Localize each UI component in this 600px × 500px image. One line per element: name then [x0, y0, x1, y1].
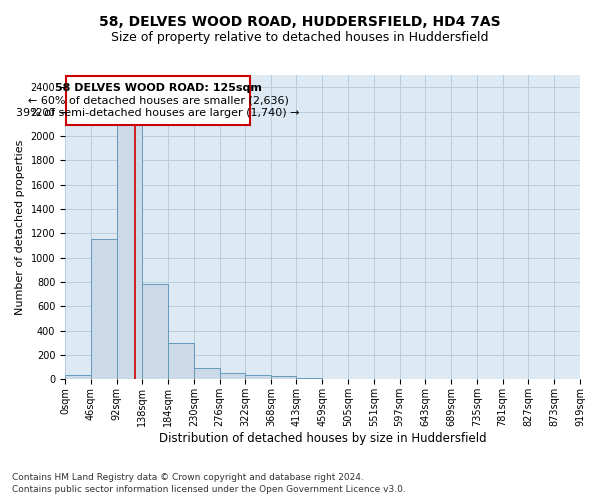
Bar — [271, 376, 296, 380]
Bar — [91, 240, 116, 380]
Y-axis label: Number of detached properties: Number of detached properties — [15, 140, 25, 315]
Bar — [296, 378, 322, 380]
Text: ← 60% of detached houses are smaller (2,636): ← 60% of detached houses are smaller (2,… — [28, 96, 289, 106]
X-axis label: Distribution of detached houses by size in Huddersfield: Distribution of detached houses by size … — [159, 432, 487, 445]
Title: 58, DELVES WOOD ROAD, HUDDERSFIELD, HD4 7AS
Size of property relative to detache: 58, DELVES WOOD ROAD, HUDDERSFIELD, HD4 … — [0, 499, 1, 500]
FancyBboxPatch shape — [66, 76, 250, 125]
Text: 58, DELVES WOOD ROAD, HUDDERSFIELD, HD4 7AS: 58, DELVES WOOD ROAD, HUDDERSFIELD, HD4 … — [99, 16, 501, 30]
Bar — [65, 374, 91, 380]
Text: Contains public sector information licensed under the Open Government Licence v3: Contains public sector information licen… — [12, 484, 406, 494]
Text: Size of property relative to detached houses in Huddersfield: Size of property relative to detached ho… — [111, 31, 489, 44]
Text: Contains HM Land Registry data © Crown copyright and database right 2024.: Contains HM Land Registry data © Crown c… — [12, 473, 364, 482]
Text: 39% of semi-detached houses are larger (1,740) →: 39% of semi-detached houses are larger (… — [16, 108, 300, 118]
Bar — [245, 374, 271, 380]
Bar — [220, 374, 245, 380]
Bar — [142, 284, 168, 380]
Bar — [116, 112, 142, 380]
Bar — [194, 368, 220, 380]
Text: 58 DELVES WOOD ROAD: 125sqm: 58 DELVES WOOD ROAD: 125sqm — [55, 84, 262, 94]
Bar — [168, 343, 194, 380]
